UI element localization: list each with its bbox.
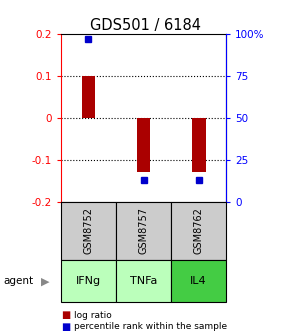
Text: log ratio: log ratio — [74, 311, 112, 320]
Text: GSM8757: GSM8757 — [139, 208, 148, 254]
Text: TNFa: TNFa — [130, 277, 157, 286]
Text: GDS501 / 6184: GDS501 / 6184 — [90, 18, 200, 34]
Text: IFNg: IFNg — [76, 277, 101, 286]
Text: ■: ■ — [61, 322, 70, 332]
Bar — [81, 76, 95, 118]
Text: percentile rank within the sample: percentile rank within the sample — [74, 322, 227, 331]
Text: ▶: ▶ — [41, 277, 49, 286]
Text: ■: ■ — [61, 310, 70, 320]
Text: GSM8752: GSM8752 — [84, 208, 93, 254]
Text: GSM8762: GSM8762 — [194, 208, 204, 254]
Text: agent: agent — [3, 277, 33, 286]
Bar — [192, 118, 206, 172]
Bar — [137, 118, 151, 172]
Text: IL4: IL4 — [190, 277, 207, 286]
